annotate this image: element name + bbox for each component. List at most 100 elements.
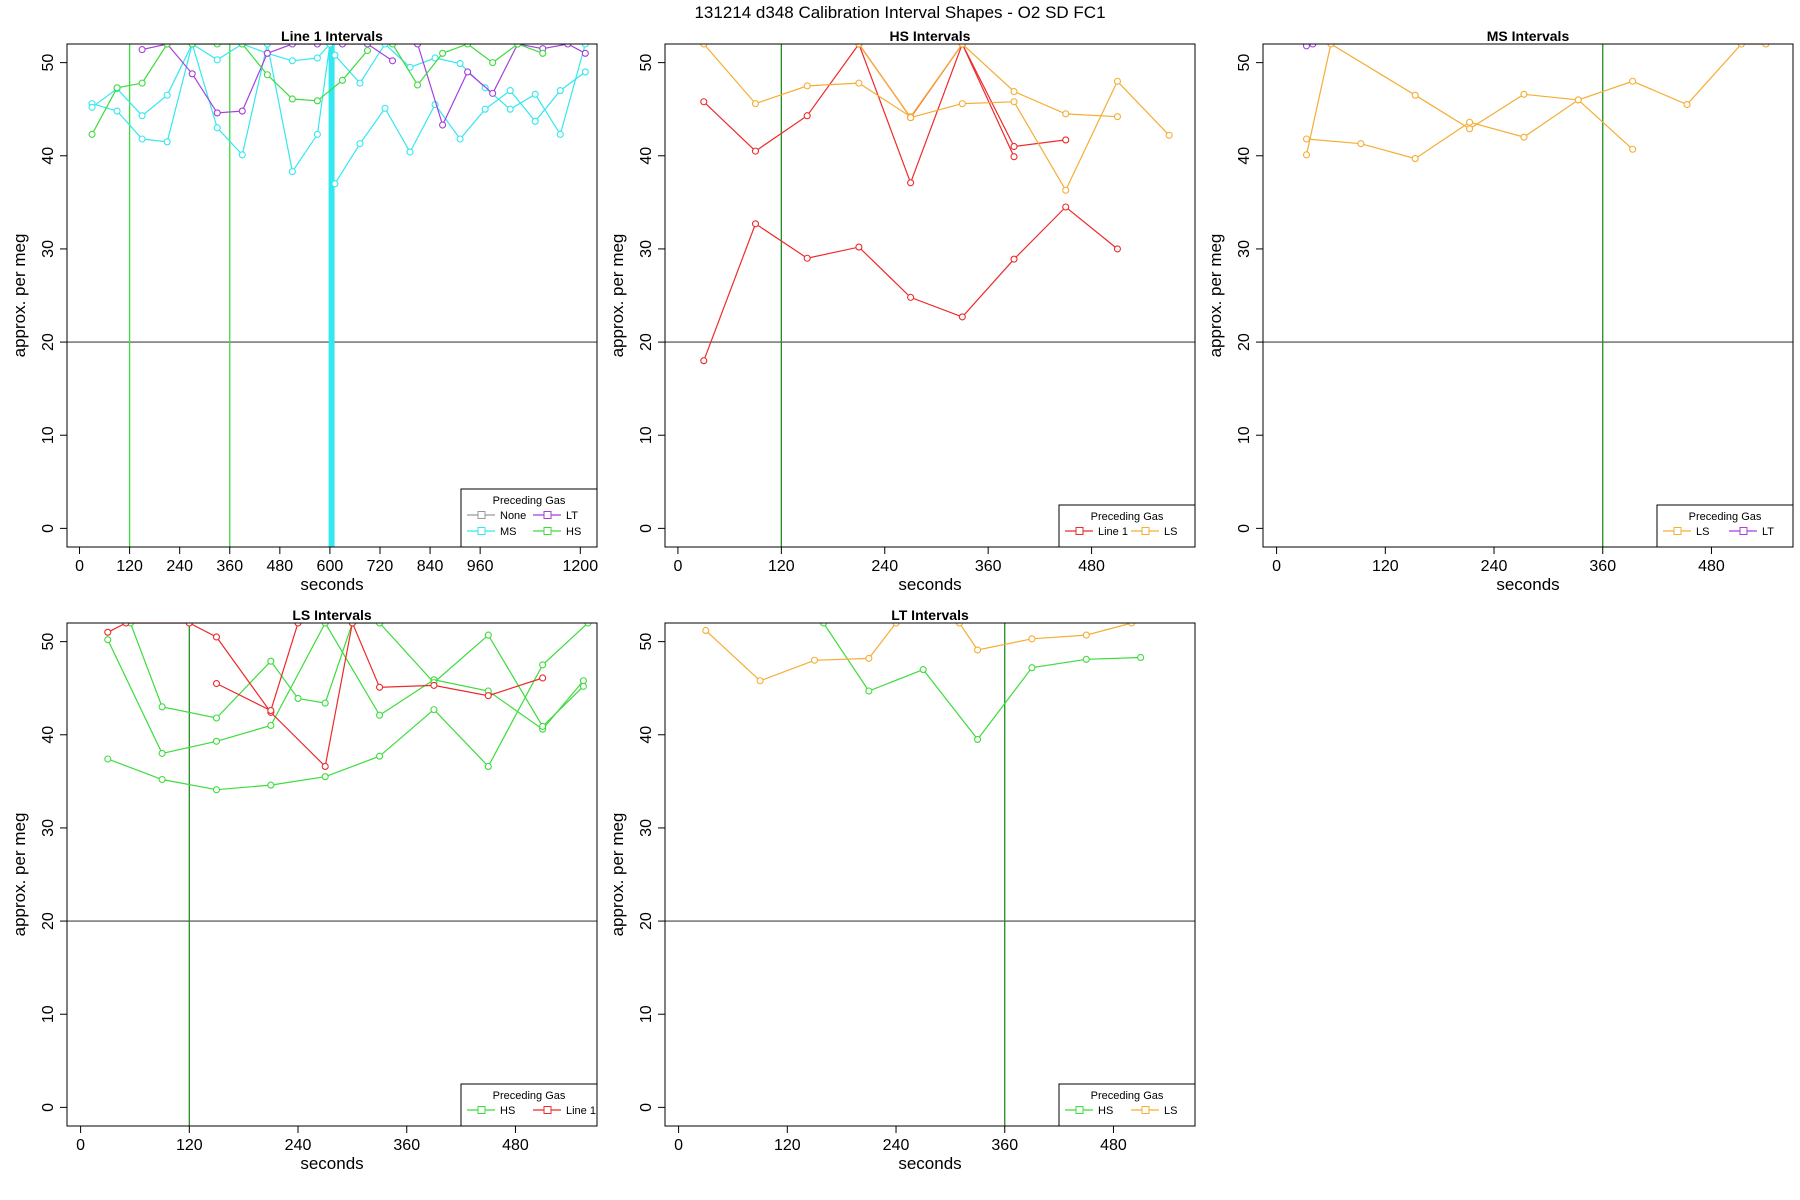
- x-axis: 0 120 240 360 480 seconds: [673, 547, 1105, 594]
- data-point: [1082, 631, 1090, 639]
- data-point: [865, 654, 873, 662]
- x-tick-label: 0: [76, 1137, 85, 1154]
- series-hs: [104, 623, 587, 757]
- y-tick-label: 50: [40, 633, 57, 651]
- data-point: [1411, 91, 1419, 99]
- data-point: [267, 707, 275, 715]
- x-axis: 0 120 240 360 480 seconds: [76, 1126, 529, 1173]
- x-axis-label: seconds: [300, 575, 363, 594]
- y-tick-label: 40: [40, 147, 57, 165]
- data-point: [348, 623, 356, 627]
- legend-entry: LS: [1663, 526, 1709, 538]
- data-point: [163, 91, 171, 99]
- y-tick-label: 50: [40, 54, 57, 72]
- x-tick-label: 480: [1698, 558, 1725, 575]
- legend-entry: LT: [533, 510, 578, 522]
- data-point: [489, 59, 497, 67]
- data-point: [1309, 44, 1317, 48]
- legend-entry: LS: [1131, 1105, 1177, 1117]
- plot-frame: [664, 43, 1196, 548]
- legend: Preceding Gas Line 1 LS: [1058, 504, 1196, 548]
- x-tick-label: 240: [166, 558, 193, 575]
- data-point: [810, 656, 819, 664]
- data-point: [1062, 136, 1070, 144]
- data-point: [376, 623, 384, 627]
- x-axis-label: seconds: [1496, 575, 1559, 594]
- series-line-1: [855, 44, 1070, 151]
- data-point: [321, 699, 329, 707]
- legend-label: HS: [566, 526, 581, 538]
- data-point: [388, 57, 397, 65]
- data-point: [855, 243, 863, 251]
- legend-swatch-marker: [543, 527, 552, 535]
- legend-entry: Line 1: [1065, 526, 1128, 538]
- data-point: [356, 79, 364, 87]
- y-tick-label: 40: [638, 147, 655, 165]
- data-point: [238, 44, 246, 48]
- legend-swatch-marker: [1673, 527, 1682, 535]
- y-tick-label: 0: [638, 1103, 655, 1112]
- y-tick-label: 50: [1236, 54, 1253, 72]
- data-point: [958, 44, 966, 48]
- y-tick-label: 40: [1236, 147, 1253, 165]
- data-point: [138, 79, 146, 87]
- data-point: [1028, 664, 1036, 672]
- x-tick-label: 120: [176, 1137, 203, 1154]
- data-point: [321, 773, 329, 781]
- panel-title: LT Intervals: [891, 607, 969, 623]
- legend-box: [1656, 504, 1794, 548]
- series-line-1: [700, 203, 1121, 365]
- data-point: [1010, 153, 1018, 161]
- data-point: [1302, 151, 1311, 159]
- data-point: [1466, 125, 1474, 133]
- series-line: [703, 44, 1015, 185]
- y-axis-label: approx. per meg: [10, 234, 29, 358]
- x-tick-label: 120: [774, 1137, 801, 1154]
- x-tick-label: 360: [393, 1137, 420, 1154]
- y-axis-label: approx. per meg: [1206, 234, 1225, 358]
- data-point: [381, 44, 389, 48]
- data-point: [1357, 140, 1365, 148]
- legend: Preceding Gas None LT MS HS: [460, 488, 598, 548]
- x-tick-label: 0: [75, 558, 84, 575]
- data-point: [1629, 77, 1637, 85]
- data-point: [700, 98, 708, 106]
- y-tick-label: 30: [40, 819, 57, 837]
- x-tick-label: 1200: [563, 558, 599, 575]
- y-tick-label: 0: [40, 1103, 57, 1112]
- data-point: [514, 44, 522, 48]
- data-point: [288, 57, 296, 65]
- data-point: [163, 138, 171, 146]
- data-point: [702, 626, 710, 635]
- plot-frame: [66, 622, 598, 1127]
- data-point: [1137, 653, 1145, 662]
- data-point: [406, 148, 414, 156]
- data-point: [539, 49, 547, 57]
- data-point: [1113, 245, 1121, 253]
- x-tick-label: 960: [467, 558, 494, 575]
- legend-swatch-marker: [1141, 527, 1150, 535]
- x-tick-label: 480: [1078, 558, 1105, 575]
- data-point: [1062, 110, 1070, 118]
- data-point: [104, 755, 112, 763]
- data-point: [579, 682, 587, 690]
- legend-label: HS: [500, 1105, 515, 1117]
- data-point: [907, 179, 915, 187]
- panel-title: LS Intervals: [292, 607, 372, 623]
- data-point: [376, 683, 384, 691]
- data-point: [338, 44, 346, 48]
- data-point: [185, 623, 193, 627]
- data-point: [484, 631, 492, 639]
- series-ls: [700, 44, 1121, 121]
- plot-area: [665, 44, 1195, 547]
- series-ls: [855, 44, 1173, 194]
- data-point: [267, 721, 275, 730]
- x-tick-label: 240: [883, 1137, 910, 1154]
- data-point: [751, 100, 760, 108]
- data-point: [238, 151, 246, 159]
- data-point: [1737, 44, 1745, 48]
- legend-swatch-marker: [1075, 1106, 1084, 1114]
- x-tick-label: 120: [1372, 558, 1399, 575]
- data-point: [484, 762, 492, 770]
